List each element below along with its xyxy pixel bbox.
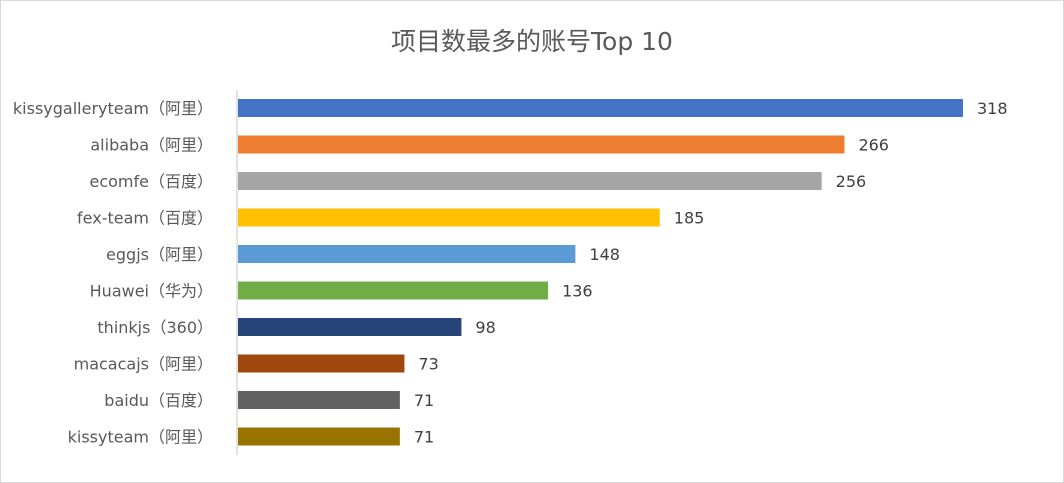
category-label: alibaba（阿里） — [90, 136, 213, 155]
value-label: 136 — [562, 282, 593, 301]
value-label: 148 — [589, 245, 620, 264]
category-label: ecomfe（百度） — [90, 172, 214, 191]
bar — [238, 135, 845, 154]
value-label: 266 — [858, 136, 889, 155]
category-label: kissygalleryteam（阿里） — [13, 99, 213, 118]
value-label: 71 — [414, 391, 434, 410]
category-label: Huawei（华为） — [90, 282, 213, 301]
category-label: baidu（百度） — [104, 391, 213, 410]
bar — [238, 354, 405, 373]
bar — [238, 245, 576, 263]
value-label: 318 — [977, 99, 1008, 118]
value-label: 185 — [674, 209, 705, 228]
category-label: eggjs（阿里） — [106, 245, 213, 264]
category-label: fex-team（百度） — [77, 209, 213, 228]
value-label: 71 — [414, 428, 434, 447]
bar — [238, 427, 400, 446]
bar — [238, 172, 822, 190]
bar — [238, 391, 400, 409]
category-label: kissyteam（阿里） — [68, 428, 213, 447]
bar — [238, 318, 462, 336]
value-label: 98 — [475, 318, 495, 337]
bars-group: kissygalleryteam（阿里） 318 alibaba（阿里） 266 eco… — [13, 99, 1008, 447]
value-label: 256 — [836, 172, 867, 191]
bar — [238, 281, 549, 300]
bar — [238, 99, 963, 117]
bar — [238, 208, 660, 227]
chart-title: 项目数最多的账号Top 10 — [391, 27, 673, 56]
category-label: thinkjs（360） — [97, 318, 213, 337]
category-label: macacajs（阿里） — [74, 355, 213, 374]
value-label: 73 — [418, 355, 438, 374]
